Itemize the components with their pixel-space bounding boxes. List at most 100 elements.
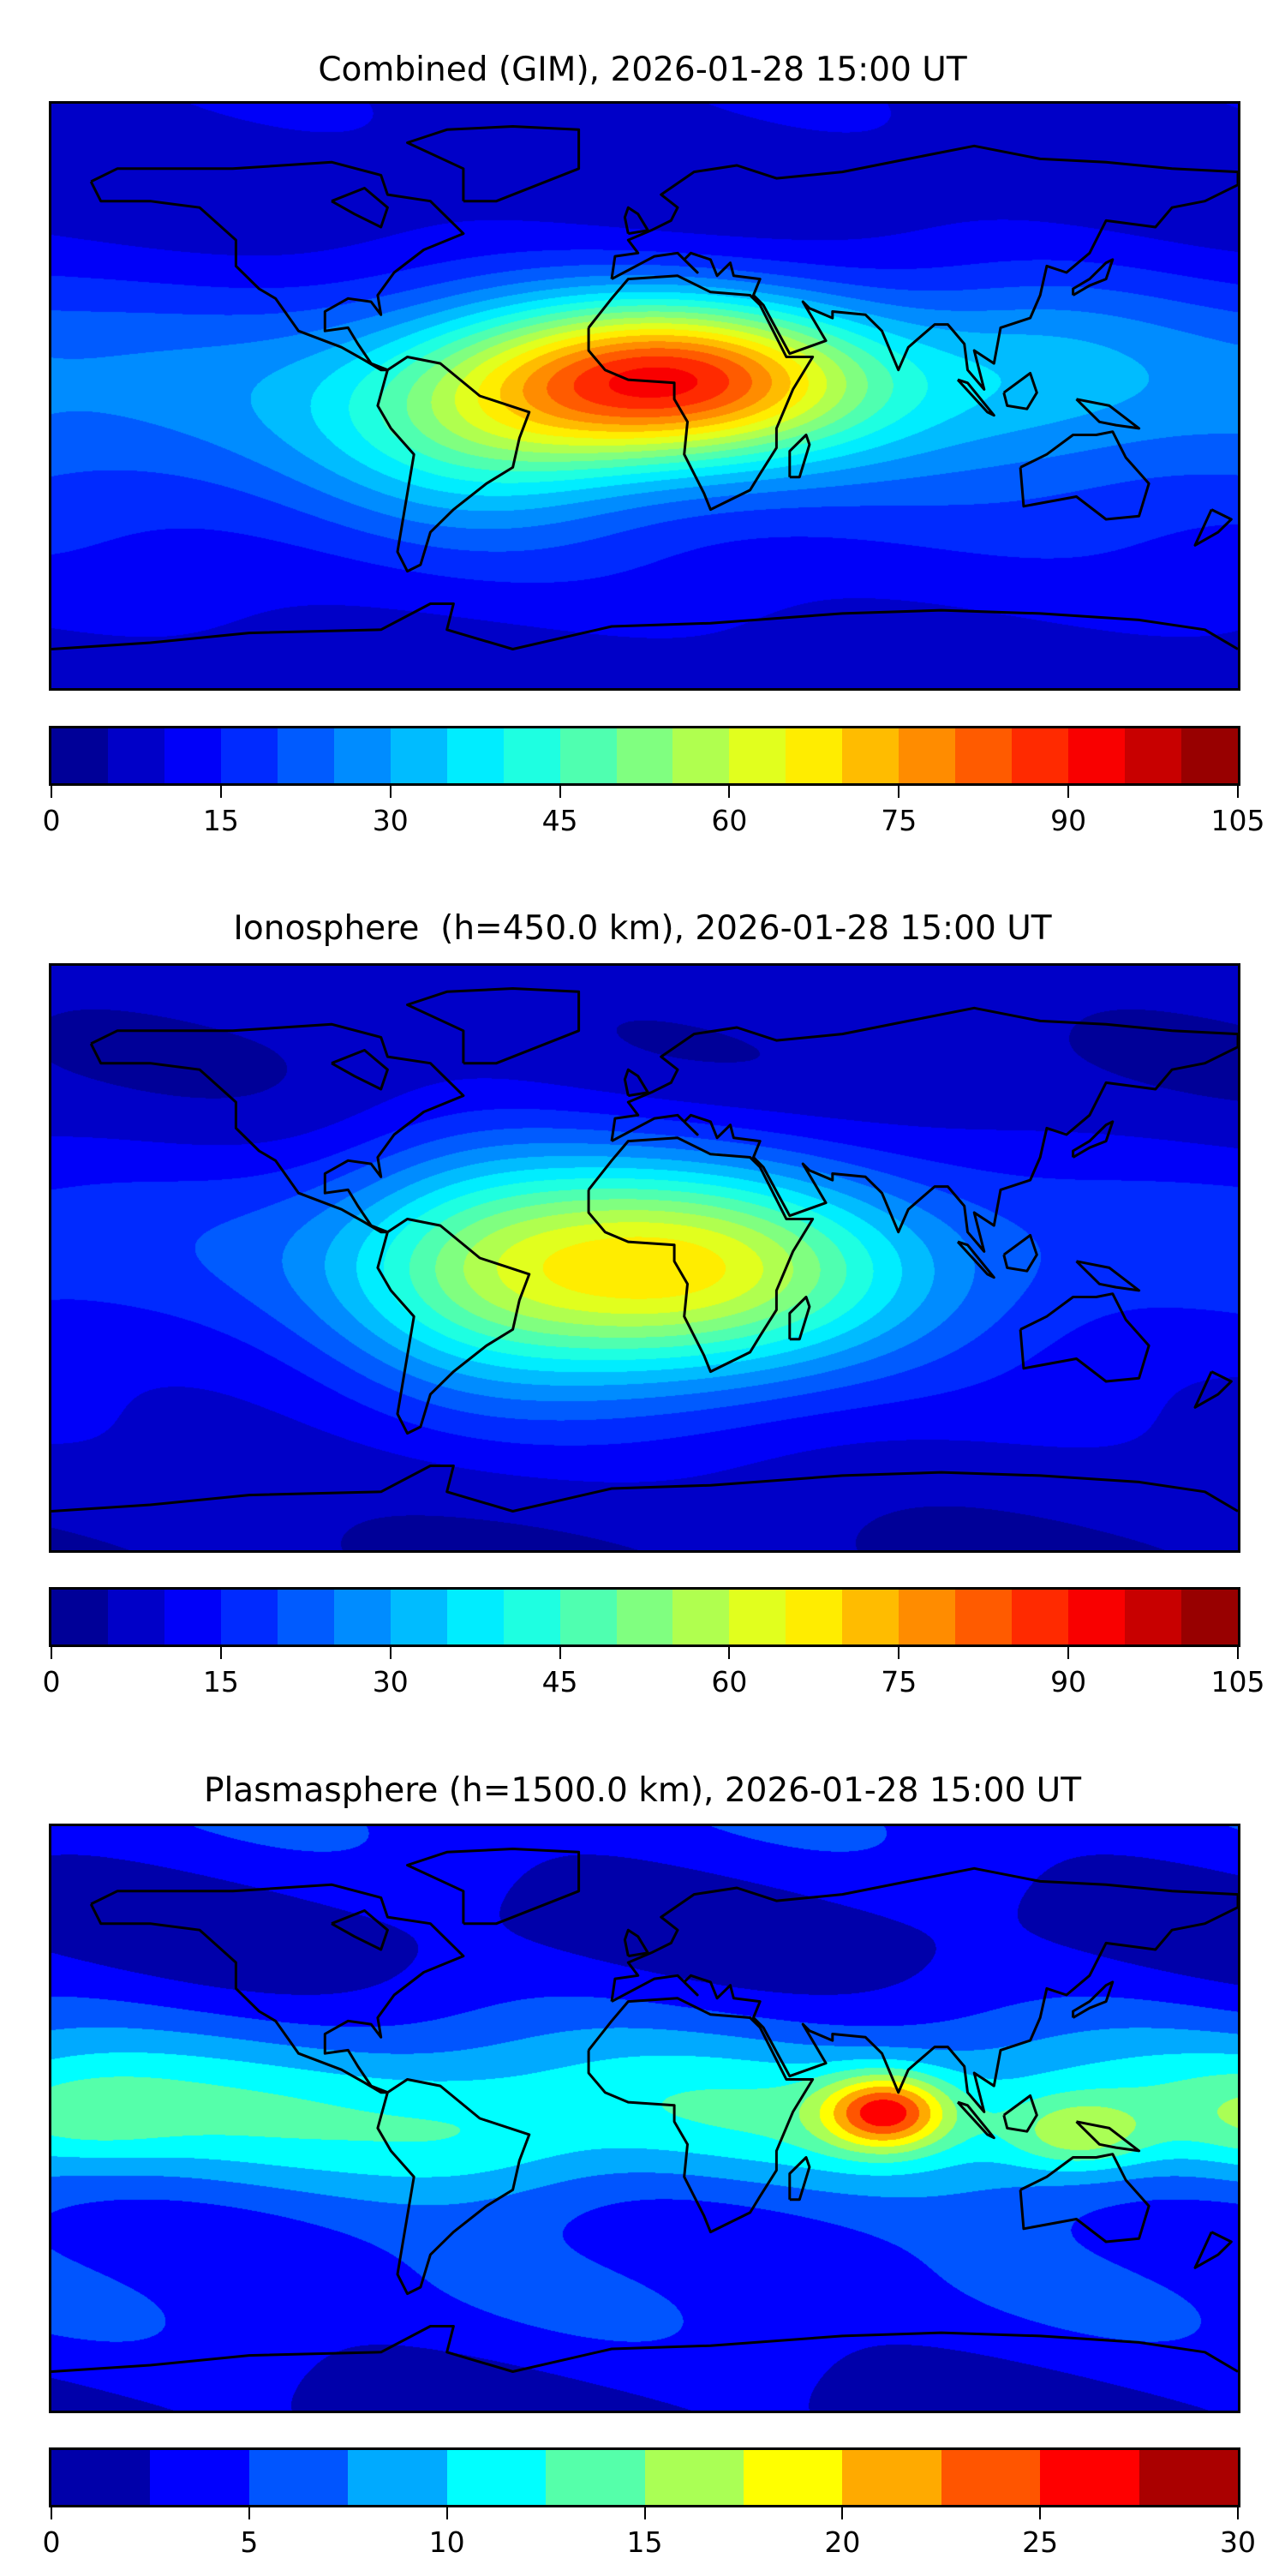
coastline-new-zealand — [1193, 508, 1233, 547]
colorbar-tick-label: 0 — [42, 2525, 61, 2559]
coastline-eurasia — [610, 1006, 1238, 1253]
colorbar-bin — [1068, 1590, 1126, 1644]
panel-title-ionosphere: Ionosphere (h=450.0 km), 2026-01-28 15:0… — [233, 909, 1052, 948]
coastline-south-america — [376, 356, 531, 573]
colorbar-bin — [446, 728, 504, 783]
colorbar-plasmasphere — [49, 2447, 1240, 2507]
colorbar-tick-label: 30 — [1220, 2525, 1256, 2559]
colorbar-bin — [503, 728, 560, 783]
map-plasmasphere — [49, 1824, 1240, 2413]
coastlines — [51, 1848, 1238, 2373]
colorbar-bin — [955, 1590, 1013, 1644]
coastline-hudson-bay — [331, 187, 389, 229]
colorbar-bin — [729, 728, 786, 783]
colorbar-bin — [672, 1590, 730, 1644]
colorbar-bin — [107, 1590, 164, 1644]
colorbar-tick-label: 30 — [372, 1665, 409, 1698]
coastline-sumatra — [956, 2100, 995, 2140]
colorbar-bin — [559, 1590, 617, 1644]
coastline-madagascar — [788, 434, 811, 479]
colorbar-bin — [941, 2450, 1041, 2505]
coastline-africa — [587, 1997, 815, 2234]
panel-title-plasmasphere: Plasmasphere (h=1500.0 km), 2026-01-28 1… — [203, 1771, 1082, 1810]
coastlines — [51, 987, 1238, 1513]
colorbar-bin — [955, 728, 1013, 783]
colorbar-tick-label: 0 — [42, 804, 61, 837]
coastline-north-america — [89, 1022, 465, 1234]
colorbar-tick-label: 15 — [626, 2525, 663, 2559]
tec-field-ionosphere — [51, 966, 1238, 1550]
colorbar-tick-label: 60 — [711, 804, 748, 837]
colorbar-bin — [107, 728, 164, 783]
colorbar-ticks-combined: 0 15 30 45 60 75 90 105 — [43, 786, 1265, 854]
colorbar-tick-label: 45 — [541, 804, 578, 837]
colorbar-ticks-ionosphere: 0 15 30 45 60 75 90 105 — [43, 1647, 1265, 1716]
colorbar-bin — [277, 1590, 334, 1644]
coastline-new-zealand — [1193, 2231, 1233, 2269]
coastline-eurasia — [610, 144, 1238, 391]
colorbar-bin — [644, 2450, 744, 2505]
colorbar-tick-label: 105 — [1210, 1665, 1265, 1698]
colorbar-bin — [164, 728, 221, 783]
colorbar-bin — [348, 2450, 447, 2505]
colorbar-bin — [559, 728, 617, 783]
coastline-borneo — [1002, 372, 1038, 410]
colorbar-bin — [729, 1590, 786, 1644]
coastline-new-guinea — [1075, 1260, 1141, 1292]
coastline-madagascar — [788, 2156, 811, 2202]
colorbar-bin — [672, 728, 730, 783]
coastline-africa — [587, 1136, 815, 1374]
coastline-antarctica — [51, 2325, 1238, 2373]
coastline-japan — [1072, 258, 1115, 297]
colorbar-bin — [164, 1590, 221, 1644]
colorbar-bin — [786, 1590, 843, 1644]
coastline-greenland — [406, 125, 581, 203]
colorbar-bin — [1040, 2450, 1139, 2505]
colorbar-tick-label: 105 — [1210, 804, 1265, 837]
colorbar-bin — [899, 728, 956, 783]
coastline-greenland — [406, 987, 581, 1065]
coastline-great-britain — [623, 1928, 649, 1958]
colorbar-bin — [150, 2450, 249, 2505]
coastline-south-america — [376, 1218, 531, 1435]
colorbar-bin — [220, 728, 278, 783]
colorbar-tick-label: 90 — [1050, 804, 1087, 837]
colorbar-bin — [51, 1590, 108, 1644]
colorbar-bin — [446, 1590, 504, 1644]
coastline-australia — [1019, 1292, 1151, 1383]
map-ionosphere — [49, 963, 1240, 1553]
coastline-eurasia — [610, 1866, 1238, 2113]
coastline-sumatra — [956, 378, 995, 417]
colorbar-bin — [333, 728, 391, 783]
colorbar-bin — [277, 728, 334, 783]
colorbar-bin — [390, 1590, 447, 1644]
colorbar-tick-label: 25 — [1022, 2525, 1059, 2559]
colorbar-ionosphere — [49, 1587, 1240, 1647]
coastlines — [51, 125, 1238, 650]
colorbar-tick-label: 30 — [372, 804, 409, 837]
coastline-borneo — [1002, 2094, 1038, 2133]
colorbar-bin — [899, 1590, 956, 1644]
colorbar-bin — [842, 728, 900, 783]
coastline-north-america — [89, 160, 465, 372]
colorbar-tick-label: 5 — [240, 2525, 259, 2559]
colorbar-bin — [546, 2450, 645, 2505]
coastline-great-britain — [623, 206, 649, 236]
colorbar-bin — [1139, 2450, 1239, 2505]
colorbar-bin — [333, 1590, 391, 1644]
coastline-sumatra — [956, 1240, 995, 1279]
colorbar-bin — [1125, 728, 1182, 783]
colorbar-bin — [1181, 728, 1239, 783]
colorbar-bin — [842, 2450, 941, 2505]
colorbar-bin — [248, 2450, 349, 2505]
coastline-australia — [1019, 2153, 1151, 2244]
coastline-hudson-bay — [331, 1909, 389, 1951]
colorbar-bin — [1181, 1590, 1239, 1644]
coastline-new-guinea — [1075, 398, 1141, 430]
colorbar-bin — [1012, 728, 1069, 783]
coastline-madagascar — [788, 1296, 811, 1341]
colorbar-bin — [1125, 1590, 1182, 1644]
colorbar-bin — [616, 728, 673, 783]
colorbar-bin — [1012, 1590, 1069, 1644]
colorbar-tick-label: 15 — [202, 1665, 239, 1698]
